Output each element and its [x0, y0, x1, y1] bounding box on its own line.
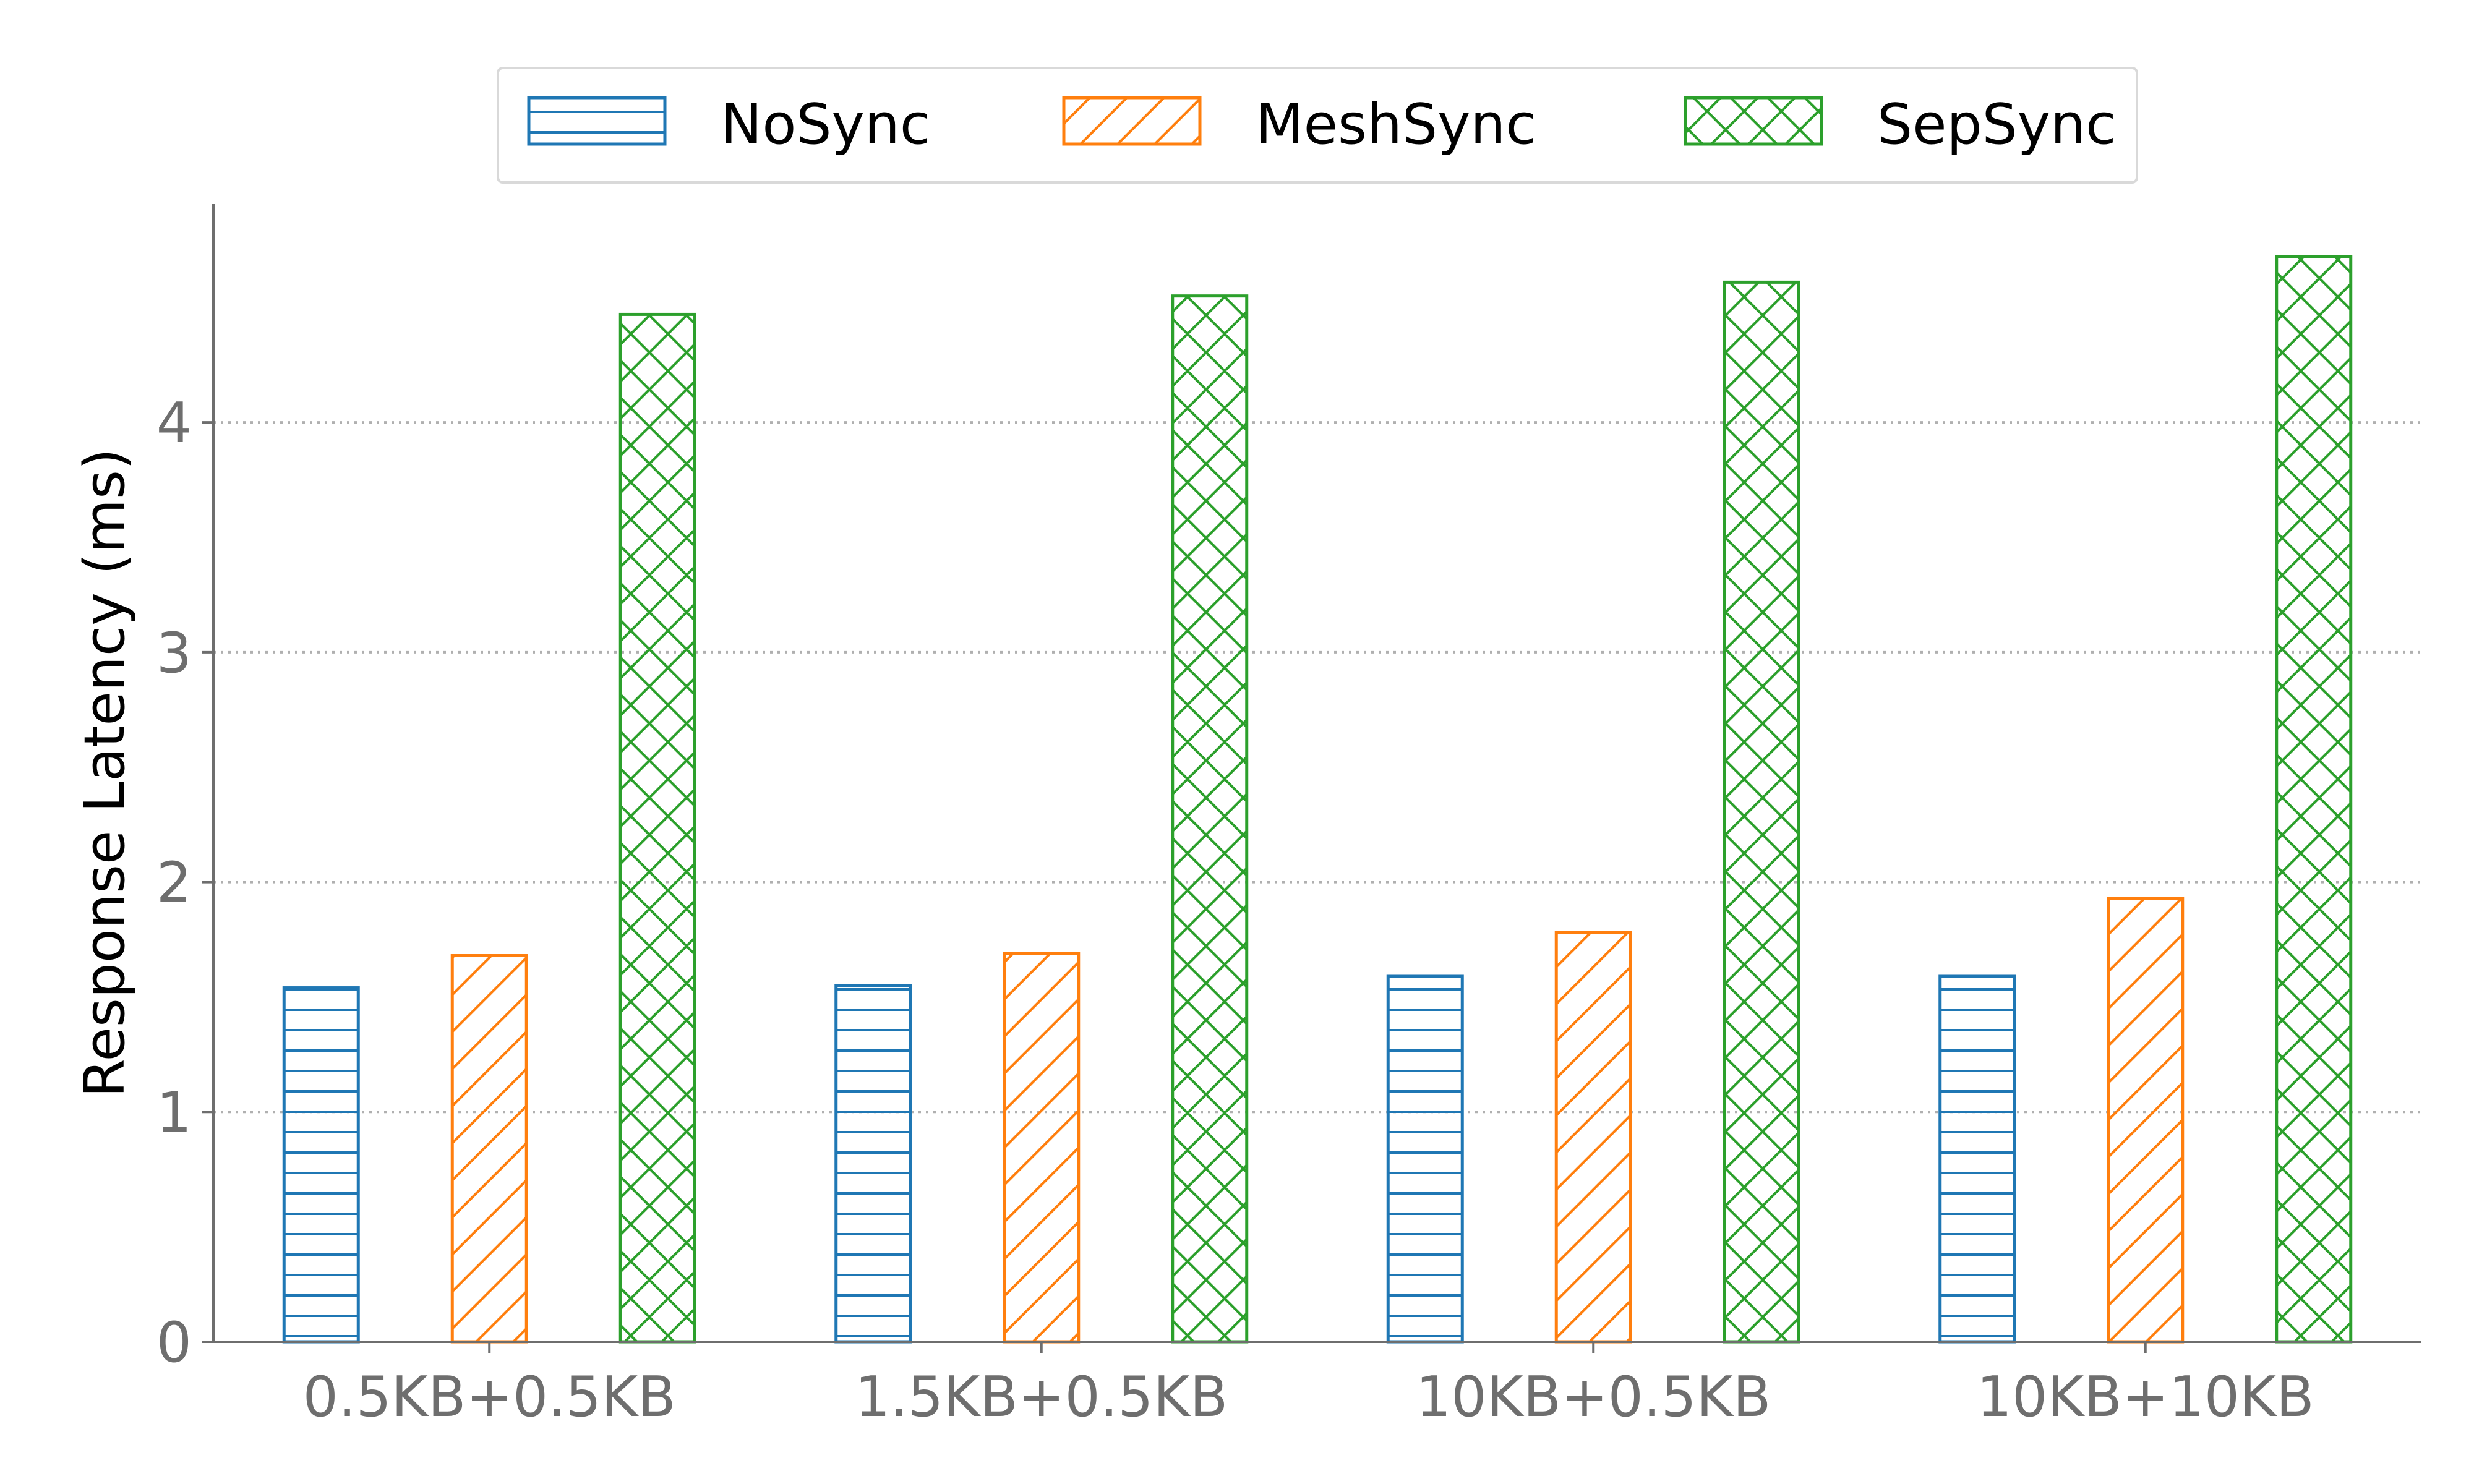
bar-nosync-1	[834, 984, 912, 1344]
y-axis-label: Response Latency (ms)	[72, 448, 137, 1098]
x-tick-label: 0.5KB+0.5KB	[303, 1365, 676, 1430]
bar-nosync-3	[1938, 974, 2016, 1344]
legend-swatch-nosync	[527, 96, 667, 146]
bar-meshsync-0	[450, 954, 528, 1344]
bar-nosync-2	[1386, 974, 1464, 1344]
tick-labels: 0 1 2 3 4 0.5KB+0.5KB 1.5KB+0.5KB 10KB+0.5KB 10K…	[156, 391, 2314, 1430]
legend-label-nosync: NoSync	[721, 92, 930, 157]
y-tick-label: 2	[156, 851, 192, 916]
y-tick-label: 3	[156, 621, 192, 686]
gridlines	[213, 421, 2421, 1114]
x-tick-label: 10KB+10KB	[1977, 1365, 2314, 1430]
legend-label-meshsync: MeshSync	[1256, 92, 1536, 157]
bar-nosync-0	[282, 986, 360, 1344]
legend-swatch-sepsync	[1684, 96, 1823, 146]
legend: NoSync MeshSync SepSync	[497, 67, 2138, 184]
bar-meshsync-2	[1554, 931, 1632, 1344]
bar-sepsync-0	[618, 312, 696, 1344]
bar-sepsync-3	[2275, 255, 2353, 1344]
bar-meshsync-1	[1003, 952, 1081, 1344]
y-tick-label: 0	[156, 1310, 192, 1375]
bars	[282, 255, 2353, 1344]
legend-swatch-meshsync	[1062, 96, 1202, 146]
bar-sepsync-2	[1723, 280, 1800, 1344]
y-tick-label: 4	[156, 391, 192, 456]
y-tick-label: 1	[156, 1080, 192, 1145]
legend-label-sepsync: SepSync	[1877, 92, 2117, 157]
axes	[202, 204, 2421, 1353]
bar-meshsync-3	[2107, 897, 2185, 1344]
x-tick-label: 10KB+0.5KB	[1416, 1365, 1771, 1430]
x-tick-label: 1.5KB+0.5KB	[855, 1365, 1228, 1430]
bar-sepsync-1	[1171, 294, 1249, 1344]
